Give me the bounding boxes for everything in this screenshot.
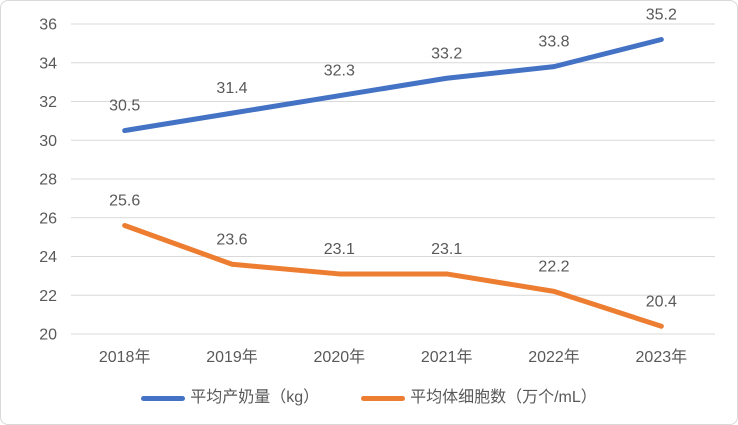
data-label: 23.1 bbox=[324, 241, 355, 258]
data-label: 23.1 bbox=[431, 241, 462, 258]
y-axis-tick-label: 36 bbox=[39, 17, 57, 34]
legend-item-milk-yield: 平均产奶量（kg） bbox=[141, 390, 319, 406]
x-axis-tick-label: 2022年 bbox=[528, 348, 580, 366]
y-axis-tick-label: 34 bbox=[39, 55, 57, 72]
legend-label-milk-yield: 平均产奶量（kg） bbox=[190, 389, 320, 406]
y-axis-tick-label: 20 bbox=[39, 327, 57, 344]
legend-item-somatic-cell: 平均体细胞数（万个/mL） bbox=[361, 390, 597, 406]
x-axis-tick-label: 2021年 bbox=[421, 348, 473, 366]
data-label: 20.4 bbox=[646, 293, 677, 310]
x-axis-tick-label: 2018年 bbox=[99, 348, 151, 366]
data-label: 23.6 bbox=[216, 231, 247, 248]
series-line-0 bbox=[122, 37, 664, 134]
data-label: 35.2 bbox=[646, 7, 677, 24]
x-axis-tick-label: 2023年 bbox=[636, 348, 688, 366]
somatic-cell-line-marker bbox=[361, 395, 406, 401]
data-label: 33.2 bbox=[431, 45, 462, 62]
x-axis-tick-label: 2020年 bbox=[314, 348, 366, 366]
y-axis-tick-label: 32 bbox=[39, 94, 57, 111]
data-label: 25.6 bbox=[109, 193, 140, 210]
milk-yield-line-marker bbox=[141, 395, 186, 401]
x-axis-tick-label: 2019年 bbox=[206, 348, 258, 366]
legend-label-somatic-cell: 平均体细胞数（万个/mL） bbox=[410, 389, 597, 406]
data-label: 33.8 bbox=[538, 34, 569, 51]
y-axis-tick-label: 30 bbox=[39, 133, 57, 150]
y-axis-tick-label: 28 bbox=[39, 172, 57, 189]
chart-legend: 平均产奶量（kg） 平均体细胞数（万个/mL） bbox=[1, 390, 737, 406]
series-line-1 bbox=[122, 223, 664, 329]
data-label: 31.4 bbox=[216, 80, 247, 97]
data-label: 30.5 bbox=[109, 98, 140, 115]
y-axis-tick-label: 26 bbox=[39, 210, 57, 227]
data-label: 22.2 bbox=[538, 258, 569, 275]
y-axis-tick-label: 24 bbox=[39, 249, 57, 266]
data-label: 32.3 bbox=[324, 63, 355, 80]
y-axis-tick-label: 22 bbox=[39, 288, 57, 305]
